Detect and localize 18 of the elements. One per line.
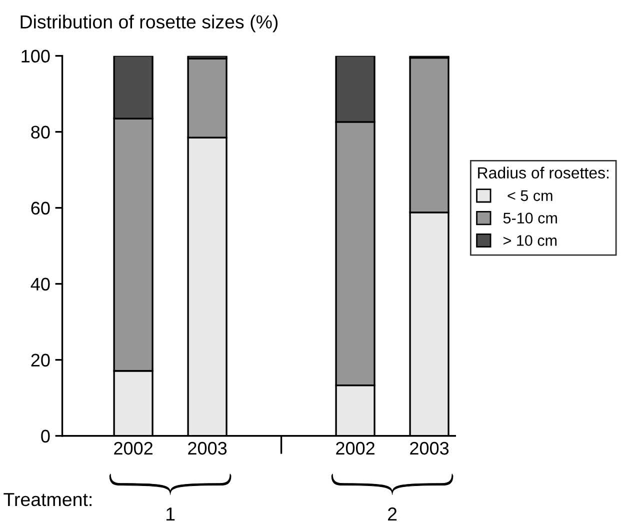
- legend-label: 5-10 cm: [503, 212, 557, 224]
- legend-label: > 10 cm: [504, 235, 557, 246]
- y-tick-label: 80: [31, 126, 50, 139]
- y-tick-label: 60: [31, 202, 50, 215]
- text: Treatment:: [4, 493, 92, 506]
- x-tick-label: 2002: [114, 442, 152, 455]
- chart-title: Distribution of rosette sizes (%): [20, 14, 278, 32]
- x-tick-label: 2002: [336, 442, 374, 455]
- y-tick-label: 100: [22, 50, 50, 63]
- x-tick-label: 2003: [410, 442, 449, 455]
- y-tick-label: 40: [30, 278, 50, 291]
- legend-label: < 5 cm: [508, 190, 552, 202]
- y-tick-label: 20: [31, 354, 50, 367]
- text: 1: [166, 508, 175, 521]
- text: 2: [388, 507, 397, 521]
- x-tick-label: 2003: [188, 442, 227, 455]
- legend-title: Radius of rosettes:: [478, 166, 608, 179]
- y-tick-label: 0: [41, 430, 50, 443]
